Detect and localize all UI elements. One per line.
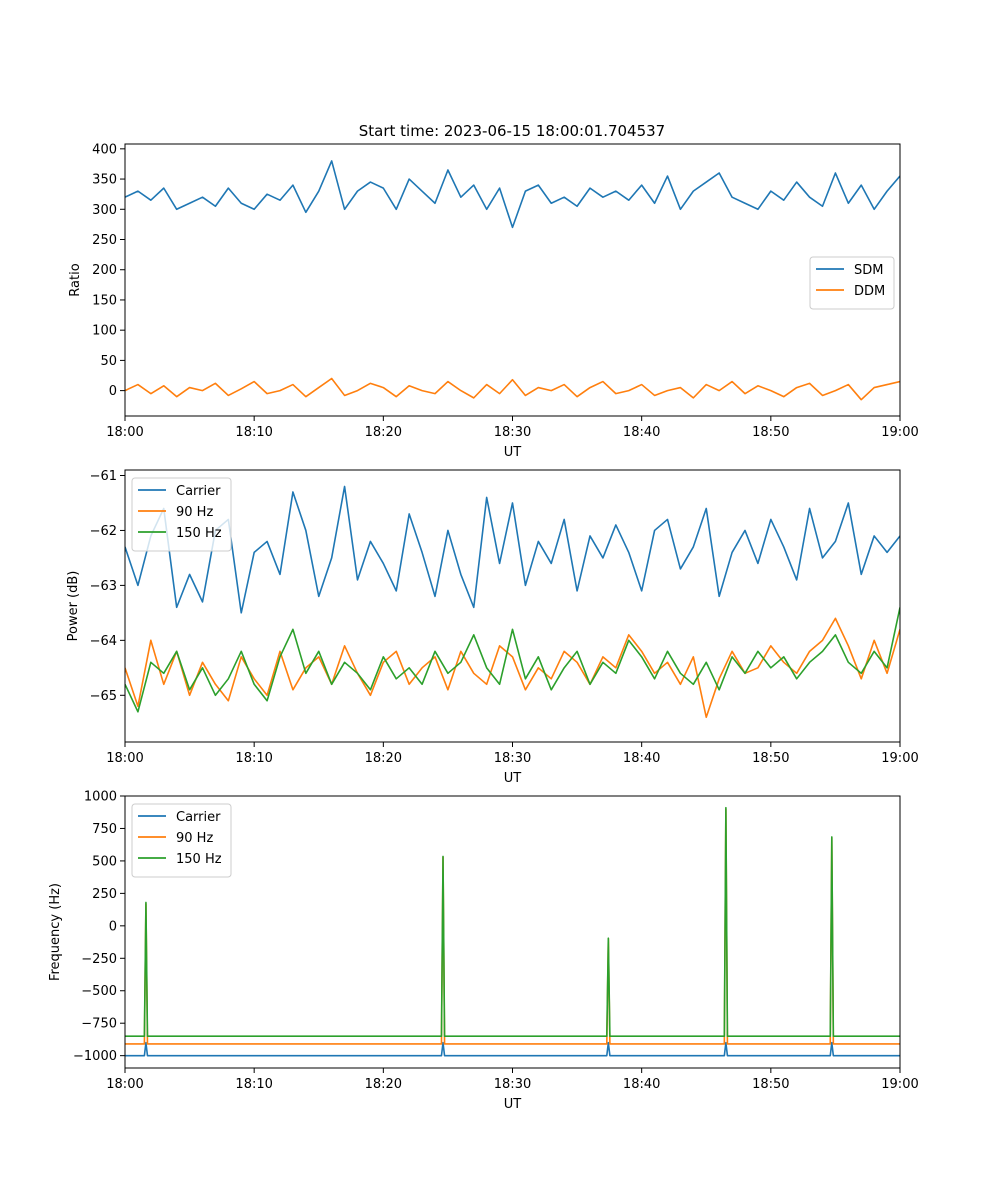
series-line-ddm (125, 377, 900, 401)
chart-panel-1: 18:00 18:10 18:20 18:30 18:40 18:50 19:00 0 50 10… (68, 142, 919, 460)
y-tick-label: −61 (90, 469, 117, 484)
x-tick-label: 19:00 (881, 425, 918, 440)
chart-panel-3: 18:00 18:10 18:20 18:30 18:40 18:50 19:00 −1000… (48, 790, 919, 1113)
y-tick-label: 750 (92, 822, 117, 837)
legend: SDM DDM (809, 256, 895, 310)
series-line-carrier (125, 1041, 900, 1057)
x-tick-label: 18:40 (623, 1077, 660, 1092)
series-line-carrier (125, 485, 900, 614)
x-tick-label: 18:00 (106, 1077, 143, 1092)
series-line-sdm (125, 160, 900, 229)
x-tick-label: 18:10 (235, 425, 272, 440)
series-line-150-hz (125, 806, 900, 1037)
chart-panel-2: 18:00 18:10 18:20 18:30 18:40 18:50 19:00 −65 −6… (66, 469, 919, 786)
y-tick-label: 0 (109, 919, 117, 934)
series-line-90-hz (125, 617, 900, 719)
axes-frame (124, 795, 901, 1069)
y-tick-label: 350 (92, 173, 117, 188)
legend: Carrier 90 Hz 150 Hz (131, 803, 232, 878)
x-tick-label: 18:20 (365, 1077, 402, 1092)
x-axis-label: UT (504, 445, 522, 460)
y-tick-label: 1000 (84, 790, 117, 805)
x-tick-label: 18:40 (623, 751, 660, 766)
x-tick-label: 18:30 (494, 1077, 531, 1092)
legend-label: Carrier (176, 810, 221, 825)
y-tick-label: 50 (100, 354, 117, 369)
legend: Carrier 90 Hz 150 Hz (131, 477, 232, 552)
y-tick-label: −62 (90, 524, 117, 539)
legend-label: DDM (854, 284, 885, 299)
x-tick-label: 18:10 (235, 1077, 272, 1092)
y-tick-label: 250 (92, 887, 117, 902)
legend-box (809, 256, 895, 310)
y-tick-label: 150 (92, 293, 117, 308)
x-tick-label: 18:30 (494, 425, 531, 440)
x-axis-label: UT (504, 1097, 522, 1112)
y-axis-label: Ratio (68, 263, 83, 296)
chart-title: Start time: 2023-06-15 18:00:01.704537 (359, 122, 665, 140)
x-tick-label: 18:50 (752, 425, 789, 440)
legend-label: Carrier (176, 484, 221, 499)
y-tick-label: 100 (92, 324, 117, 339)
y-tick-label: 400 (92, 142, 117, 157)
y-tick-label: 0 (109, 384, 117, 399)
y-tick-label: −63 (90, 579, 117, 594)
axes-frame (124, 143, 901, 417)
y-tick-label: −250 (81, 952, 117, 967)
axes-frame (124, 469, 901, 743)
y-axis-label: Power (dB) (66, 571, 81, 642)
x-tick-label: 18:00 (106, 751, 143, 766)
y-tick-label: −1000 (73, 1049, 117, 1064)
x-tick-label: 18:50 (752, 1077, 789, 1092)
x-tick-label: 19:00 (881, 1077, 918, 1092)
y-tick-label: 200 (92, 263, 117, 278)
y-tick-label: 500 (92, 854, 117, 869)
series-line-150-hz (125, 607, 900, 713)
y-axis-label: Frequency (Hz) (48, 883, 63, 981)
x-axis-label: UT (504, 771, 522, 786)
y-tick-label: 300 (92, 203, 117, 218)
y-tick-label: −64 (90, 634, 117, 649)
legend-label: SDM (854, 263, 883, 278)
y-tick-label: −750 (81, 1017, 117, 1032)
x-tick-label: 18:00 (106, 425, 143, 440)
x-tick-label: 18:40 (623, 425, 660, 440)
legend-label: 150 Hz (176, 526, 222, 541)
x-tick-label: 18:20 (365, 751, 402, 766)
legend-label: 90 Hz (176, 505, 213, 520)
x-tick-label: 18:20 (365, 425, 402, 440)
x-tick-label: 19:00 (881, 751, 918, 766)
y-tick-label: −500 (81, 984, 117, 999)
x-tick-label: 18:10 (235, 751, 272, 766)
y-tick-label: −65 (90, 689, 117, 704)
x-tick-label: 18:50 (752, 751, 789, 766)
legend-label: 150 Hz (176, 852, 222, 867)
series-line-90-hz (125, 808, 900, 1045)
y-tick-label: 250 (92, 233, 117, 248)
x-tick-label: 18:30 (494, 751, 531, 766)
legend-label: 90 Hz (176, 831, 213, 846)
